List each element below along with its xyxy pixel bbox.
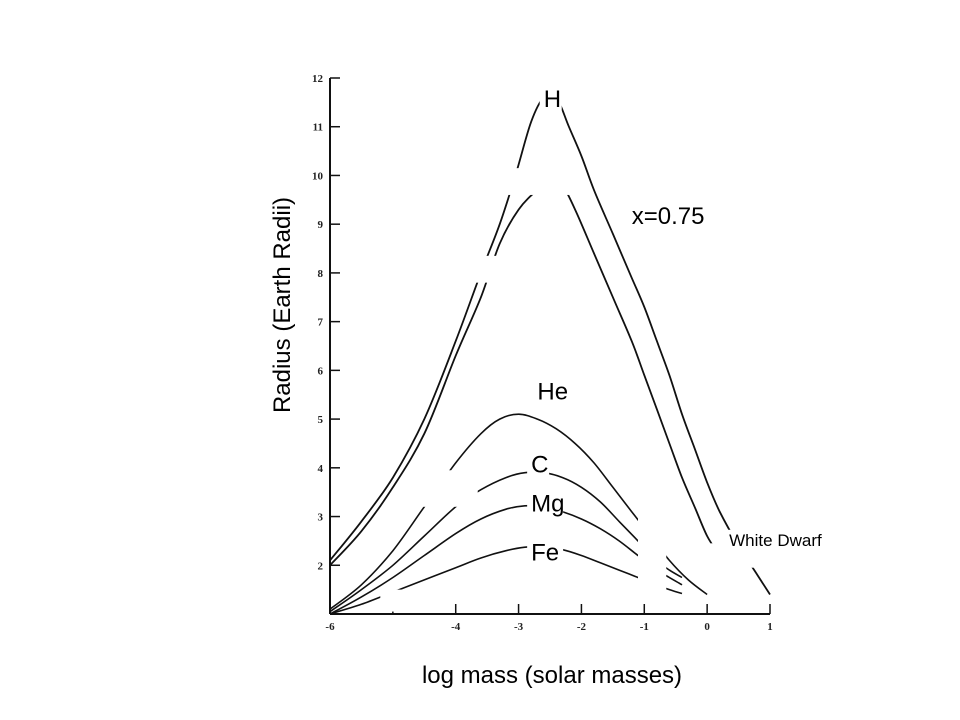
y-tick-label: 3 [318,512,324,524]
y-tick-label: 11 [313,122,323,134]
y-tick-label: 6 [318,365,324,377]
x-tick-label: -6 [325,621,335,633]
series-line-x-0-75 [329,179,721,566]
x-axis-label: log mass (solar masses) [422,662,682,689]
white-dwarf-annotation: White Dwarf [729,531,822,550]
x-tick-label: -1 [640,621,649,633]
y-axis-label: Radius (Earth Radii) [269,197,296,413]
annotation-backdrop [725,529,841,552]
series-label-backdrop [533,377,570,406]
series-labels: Hx=0.75 He C Mg Fe White Dwarf [527,85,841,567]
series-label: Fe [531,539,559,566]
y-tick-label: 12 [312,73,324,85]
label-mask [408,470,478,507]
x-tick-label: -4 [451,621,461,633]
y-tick-label: 4 [318,463,324,475]
series-label-backdrop [527,450,550,479]
x-tick-label: -2 [577,621,587,633]
series-label-backdrop [539,85,562,114]
label-mask [380,589,437,612]
label-mask [638,516,667,600]
y-tick-label: 8 [318,268,324,280]
series-label: Mg [531,491,564,518]
series-label-backdrop [527,489,564,518]
series-label-backdrop [627,202,720,231]
axes [329,78,770,615]
series-label: x=0.75 [632,203,705,230]
series-label: H [544,86,561,113]
x-tick-label: -3 [514,621,524,633]
y-tick-label: 2 [318,560,324,572]
label-masks [380,168,770,612]
series-label: He [537,379,568,406]
label-mask [496,168,576,195]
y-tick-label: 9 [318,219,324,231]
ticks: 2 3 4 5 6 7 8 9 10 11 12 -6 -4 -3 -2 -1 0 1 [312,73,773,633]
label-mask [452,255,519,283]
y-tick-label: 5 [318,414,324,426]
series-label-backdrop [527,538,564,567]
x-tick-label: 1 [767,621,773,633]
y-tick-label: 10 [312,170,324,182]
series-label: C [531,452,548,479]
series-line-h [329,93,771,595]
y-tick-label: 7 [318,317,324,329]
x-tick-label: 0 [704,621,710,633]
